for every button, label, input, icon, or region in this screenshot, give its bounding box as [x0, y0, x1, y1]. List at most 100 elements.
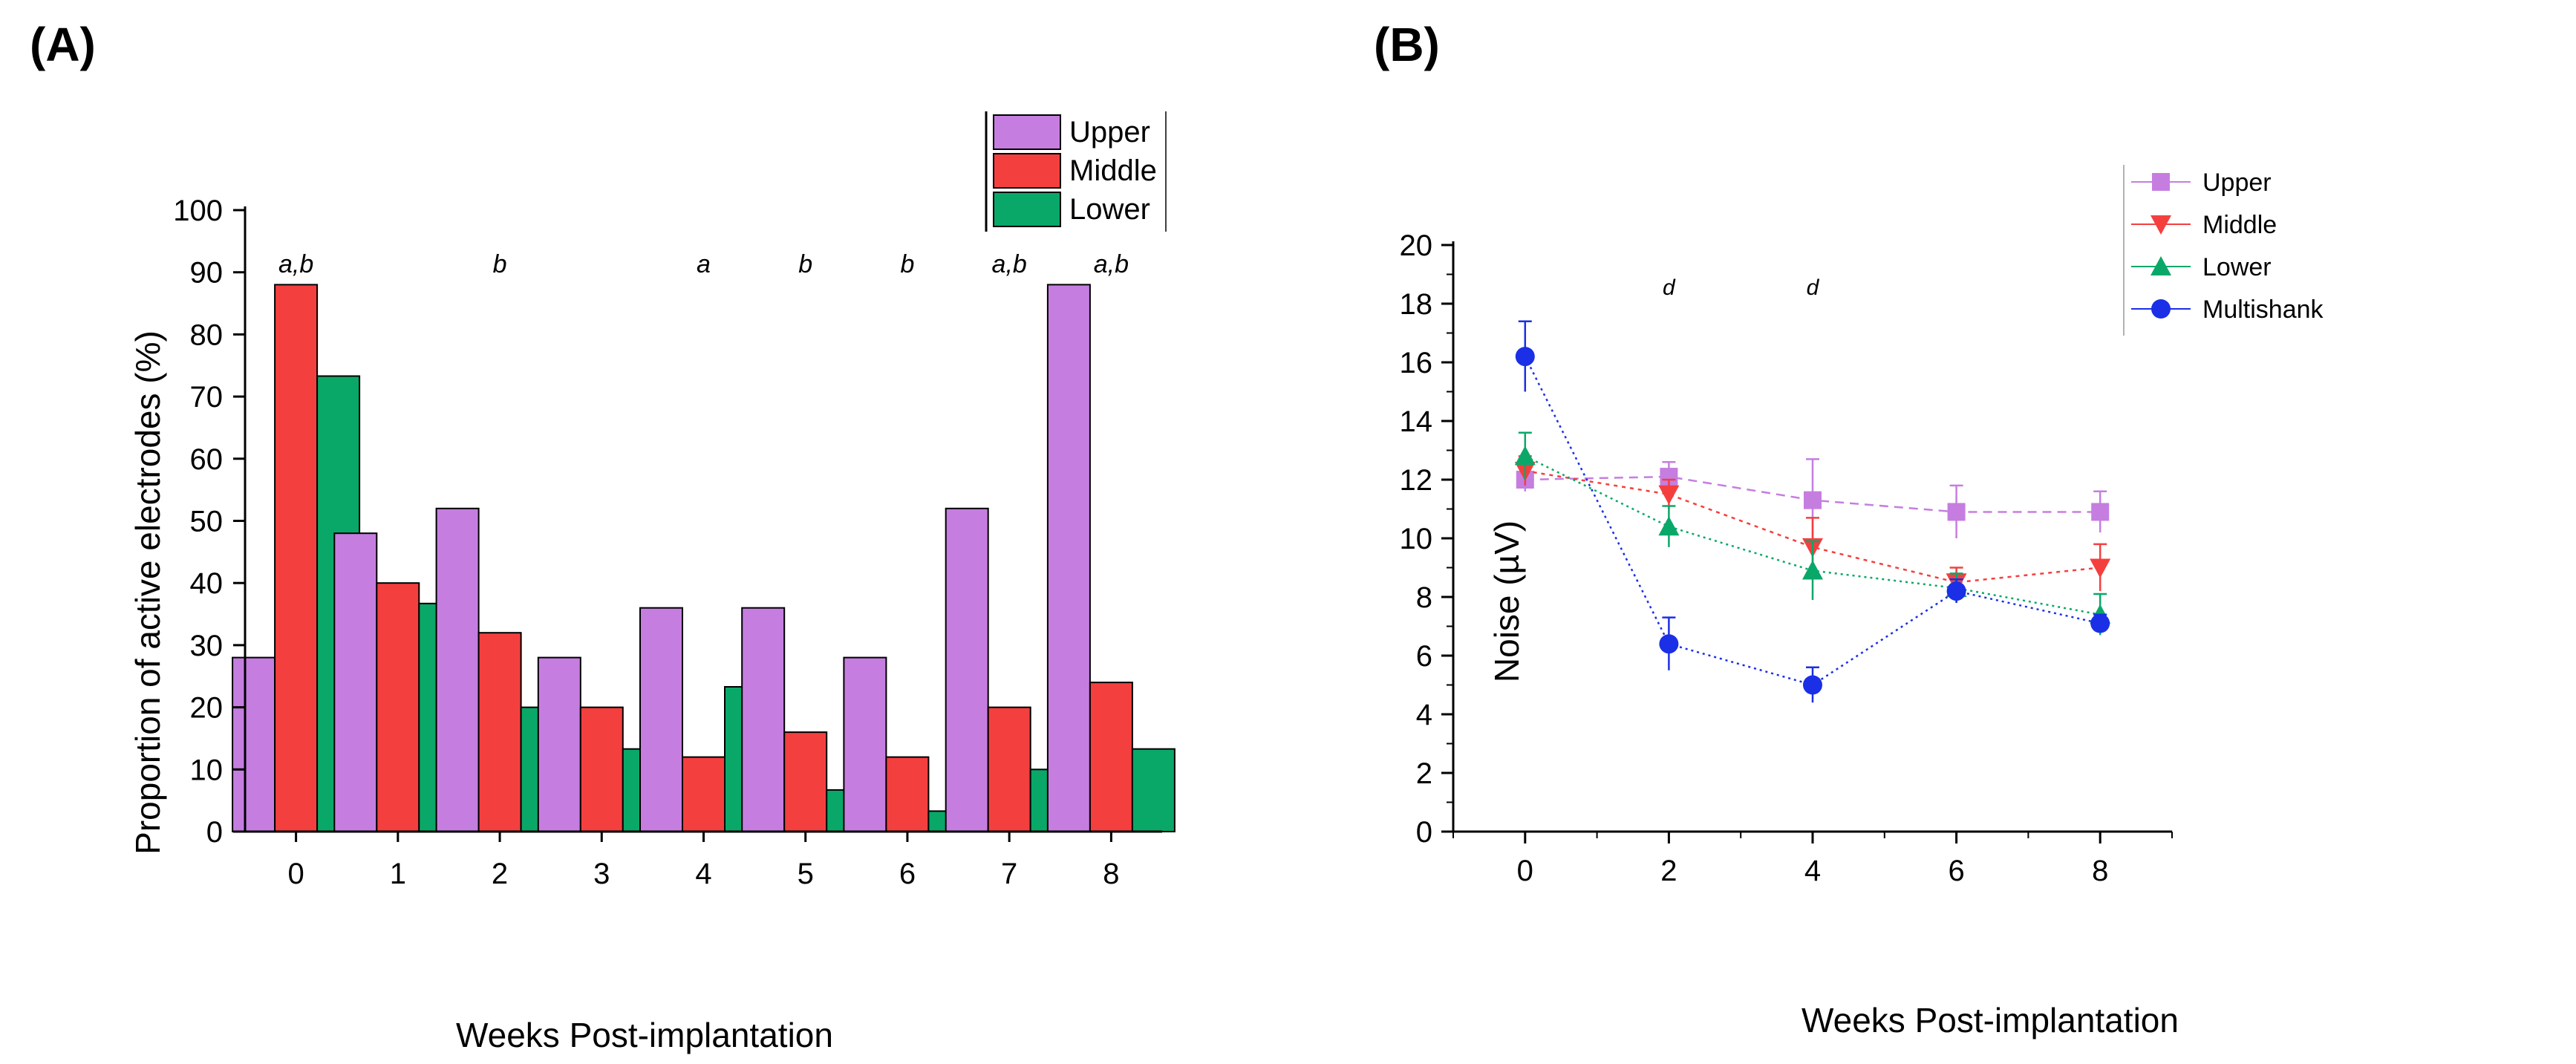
significance-annotation-week-5: b [798, 250, 812, 278]
x-tick-label-8: 8 [2092, 855, 2108, 887]
legend-label-multishank: Multishank [2202, 296, 2324, 324]
bar-upper-week-4 [639, 607, 683, 832]
bar-upper-week-1 [333, 532, 378, 832]
y-tick-label-0: 0 [1416, 816, 1432, 849]
y-tick-label-50: 50 [190, 506, 224, 538]
y-tick-label-2: 2 [1416, 757, 1432, 790]
panel-b-label: (B) [1374, 18, 1440, 71]
series-multishank [1515, 320, 2110, 703]
marker-middle-week-2 [1658, 485, 1680, 505]
legend-label-middle: Middle [2202, 211, 2277, 239]
marker-multishank-week-0 [1515, 347, 1535, 367]
significance-annotation-week-2: b [493, 250, 507, 278]
panel-b-axes: 0 2 4 6 8 10 12 14 16 18 20 0 2 4 6 8 [1400, 229, 2173, 887]
bar-middle-week-6 [885, 756, 930, 832]
y-tick-label-90: 90 [190, 257, 224, 290]
x-tick-label-3: 3 [593, 858, 610, 890]
marker-lower-week-2 [1658, 516, 1680, 536]
bar-middle-week-3 [579, 706, 624, 832]
y-tick-label-20: 20 [1400, 229, 1433, 262]
bar-middle-week-0 [274, 284, 319, 832]
x-tick-label-1: 1 [390, 858, 406, 890]
marker-multishank-week-2 [1659, 634, 1679, 654]
panel-a-legend: Upper Middle Lower [985, 111, 1167, 232]
legend-label-upper: Upper [1069, 116, 1150, 148]
bar-lower-week-8 [1131, 748, 1175, 833]
significance-annotation-week-8: a,b [1094, 250, 1129, 278]
marker-lower-week-0 [1514, 445, 1536, 466]
bar-middle-week-1 [376, 582, 420, 832]
marker-lower-week-4 [1802, 560, 1823, 580]
marker-multishank-week-6 [1946, 581, 1966, 601]
y-tick-label-16: 16 [1400, 347, 1433, 379]
panel-b-y-axis-title: Noise (µV) [1487, 520, 1526, 682]
panel-a-x-axis-title: Weeks Post-implantation [456, 1016, 833, 1054]
panel-a-y-axis-title: Proportion of active electrodes (%) [128, 330, 167, 855]
legend-swatch-middle [993, 153, 1061, 189]
y-tick-label-14: 14 [1400, 405, 1433, 438]
x-tick-label-5: 5 [798, 858, 814, 890]
series-middle [1514, 455, 2111, 597]
bar-upper-week-0 [232, 656, 276, 832]
panel-a-annotations: a,b b a b b a,b a,b [278, 250, 1129, 278]
legend-swatch-lower [993, 192, 1061, 227]
y-tick-label-8: 8 [1416, 581, 1432, 614]
panel-a-label: (A) [30, 18, 96, 71]
y-tick-label-18: 18 [1400, 288, 1433, 321]
significance-annotation-week-0: a,b [278, 250, 313, 278]
significance-annotation-week-7: a,b [992, 250, 1027, 278]
bar-upper-week-7 [945, 507, 989, 832]
bar-upper-week-5 [741, 607, 786, 832]
significance-annotation-week-6: b [900, 250, 914, 278]
legend-swatch-upper [993, 114, 1061, 150]
marker-middle-week-8 [2090, 558, 2111, 578]
y-tick-label-12: 12 [1400, 464, 1433, 497]
x-tick-label-4: 4 [1804, 855, 1821, 887]
marker-upper-week-6 [1947, 503, 1966, 521]
x-tick-label-4: 4 [695, 858, 711, 890]
x-tick-label-8: 8 [1103, 858, 1119, 890]
x-tick-label-7: 7 [1001, 858, 1017, 890]
y-tick-label-20: 20 [190, 692, 224, 725]
legend-label-middle: Middle [1069, 154, 1157, 187]
bar-middle-week-5 [783, 731, 828, 832]
x-tick-label-0: 0 [287, 858, 304, 890]
y-tick-label-70: 70 [190, 381, 224, 414]
series-upper [1516, 458, 2110, 541]
y-tick-label-4: 4 [1416, 699, 1432, 731]
x-tick-label-2: 2 [492, 858, 508, 890]
panel-b-series [1514, 320, 2111, 703]
y-tick-label-40: 40 [190, 567, 224, 600]
bar-upper-week-8 [1046, 284, 1091, 832]
x-tick-label-0: 0 [1517, 855, 1533, 887]
legend-marker-multishank [2151, 299, 2171, 319]
y-tick-label-60: 60 [190, 443, 224, 476]
legend-label-lower: Lower [2202, 253, 2272, 281]
significance-annotation-week-4: a [697, 250, 711, 278]
legend-marker-lower [2151, 256, 2171, 275]
y-tick-label-30: 30 [190, 630, 224, 662]
panel-b-x-axis-title: Weeks Post-implantation [1801, 1001, 2179, 1039]
legend-marker-middle [2151, 215, 2171, 235]
y-tick-label-6: 6 [1416, 640, 1432, 673]
bar-middle-week-4 [682, 756, 725, 832]
bar-middle-week-2 [477, 632, 522, 832]
marker-upper-week-8 [2091, 503, 2110, 521]
bar-upper-week-2 [435, 507, 480, 832]
y-tick-label-10: 10 [1400, 523, 1433, 555]
y-tick-label-0: 0 [206, 816, 223, 849]
x-tick-label-6: 6 [1948, 855, 1964, 887]
y-tick-label-10: 10 [190, 754, 224, 786]
bar-middle-week-7 [987, 706, 1031, 832]
marker-upper-week-4 [1804, 491, 1822, 509]
marker-multishank-week-4 [1803, 675, 1822, 695]
legend-marker-upper [2152, 173, 2170, 191]
bar-middle-week-8 [1089, 682, 1133, 832]
significance-annotation-week-4: d [1807, 275, 1820, 300]
panel-b-legend: Upper Middle Lower Multishank [2123, 165, 2324, 336]
